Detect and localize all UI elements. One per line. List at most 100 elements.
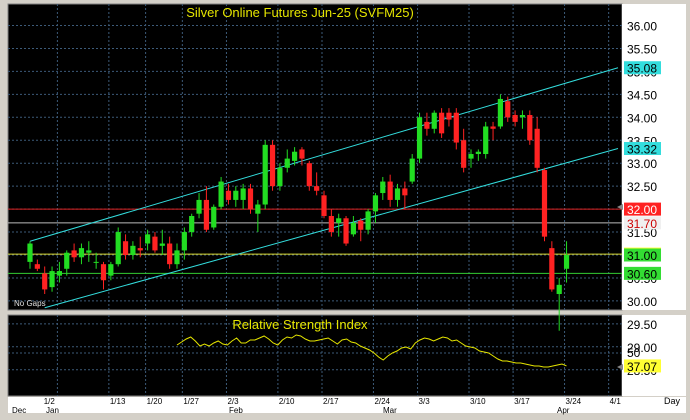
rsi-tick-label: 50	[627, 346, 641, 360]
candle-body-18	[159, 243, 165, 246]
candle-body-21	[181, 232, 187, 251]
candle-body-29	[240, 188, 246, 200]
candle-body-35	[284, 158, 290, 168]
candle-body-55	[431, 112, 437, 129]
candle-body-43	[343, 218, 349, 244]
candle-body-64	[497, 98, 503, 127]
candle-body-65	[505, 101, 511, 118]
candle-body-61	[475, 151, 481, 155]
rsi-chart-title: Relative Strength Index	[232, 317, 368, 332]
date-tick-label: 1/2	[44, 397, 56, 406]
candle-body-0	[27, 243, 33, 262]
candle-body-48	[380, 181, 386, 194]
candle-body-34	[277, 167, 283, 187]
price-label-box-2	[624, 202, 661, 216]
candle-body-73	[563, 255, 570, 269]
date-tick-label: 3/3	[419, 397, 431, 406]
candle-body-56	[439, 112, 445, 134]
price-label-box-3	[624, 216, 661, 230]
candle-body-51	[402, 188, 408, 196]
candle-body-30	[247, 188, 254, 210]
rsi-line	[176, 334, 567, 368]
rsi-axis-area	[622, 315, 686, 396]
candle-body-14	[130, 245, 136, 255]
price-label-text: 33.32	[627, 143, 657, 157]
candle-body-7	[78, 248, 85, 258]
candle-body-8	[86, 250, 92, 253]
date-tick-label: 2/10	[279, 397, 295, 406]
candle-body-15	[137, 248, 143, 251]
candle-body-40	[321, 195, 327, 216]
price-tick-label: 31.50	[627, 226, 657, 240]
candle-body-16	[145, 234, 151, 244]
price-label-text: 31.70	[627, 217, 657, 231]
candle-body-38	[306, 163, 312, 187]
candle-body-10	[100, 264, 107, 281]
price-tick-label: 34.50	[627, 88, 657, 102]
candle-body-4	[56, 271, 62, 276]
candle-body-17	[152, 236, 158, 251]
candle-body-46	[365, 211, 371, 230]
candle-body-5	[64, 252, 70, 269]
price-label-box-1	[624, 142, 661, 156]
candle-body-62	[483, 126, 489, 155]
candle-body-41	[328, 215, 334, 233]
date-tick-label: 1/20	[147, 397, 163, 406]
price-label-text: 31.00	[627, 249, 657, 263]
candle-body-36	[292, 151, 298, 161]
price-chart-title: Silver Online Futures Jun-25 (SVFM25)	[186, 5, 414, 20]
month-label: Dec	[12, 406, 26, 415]
price-label-box-6	[624, 266, 661, 280]
candle-body-72	[556, 284, 562, 295]
date-tick-label: 3/17	[514, 397, 530, 406]
candle-body-63	[490, 126, 496, 129]
candle-body-71	[549, 248, 555, 290]
current-price-arrow-icon	[617, 204, 623, 210]
rsi-panel	[7, 314, 623, 397]
candle-body-13	[122, 241, 129, 255]
candle-body-22	[189, 215, 195, 233]
candle-body-20	[174, 250, 180, 265]
candle-body-1	[34, 264, 40, 269]
candle-body-24	[203, 199, 209, 230]
candle-body-23	[196, 199, 202, 214]
price-tick-label: 33.00	[627, 157, 657, 171]
price-tick-label: 32.50	[627, 180, 657, 194]
candle-body-53	[416, 117, 423, 159]
candle-body-33	[269, 144, 276, 187]
candle-body-68	[527, 115, 533, 141]
candle-body-47	[372, 195, 379, 212]
candle-body-49	[387, 181, 393, 200]
rsi-value-label: 37.07	[627, 360, 657, 374]
channel-line-upper	[29, 67, 619, 242]
price-label-text: 32.00	[627, 203, 657, 217]
candle-body-44	[350, 222, 356, 235]
price-tick-label: 34.00	[627, 111, 657, 125]
candle-body-42	[336, 218, 342, 223]
candle-body-67	[519, 115, 526, 118]
candle-body-50	[394, 188, 401, 200]
candle-body-6	[71, 250, 77, 258]
price-tick-label: 29.50	[627, 318, 657, 332]
candle-body-69	[534, 128, 540, 168]
candle-body-27	[225, 190, 232, 200]
date-tick-label: 4/1	[610, 397, 622, 406]
price-tick-label: 35.50	[627, 42, 657, 56]
month-label: Mar	[383, 406, 397, 415]
candle-body-28	[233, 190, 239, 200]
candle-body-60	[468, 154, 474, 159]
price-label-box-5	[624, 248, 661, 262]
candle-body-66	[512, 115, 518, 122]
rsi-arrow-icon	[617, 364, 623, 370]
price-label-text: 30.60	[627, 267, 657, 281]
candle-body-45	[358, 220, 364, 230]
candle-body-11	[108, 264, 114, 276]
candle-body-32	[262, 144, 268, 205]
date-tick-label: 1/13	[110, 397, 126, 406]
month-label: Apr	[557, 406, 570, 415]
price-tick-label: 29.00	[627, 341, 657, 355]
candle-body-39	[314, 186, 320, 191]
date-tick-label: 2/3	[227, 397, 239, 406]
candle-body-70	[541, 170, 548, 237]
candle-body-52	[409, 158, 415, 182]
